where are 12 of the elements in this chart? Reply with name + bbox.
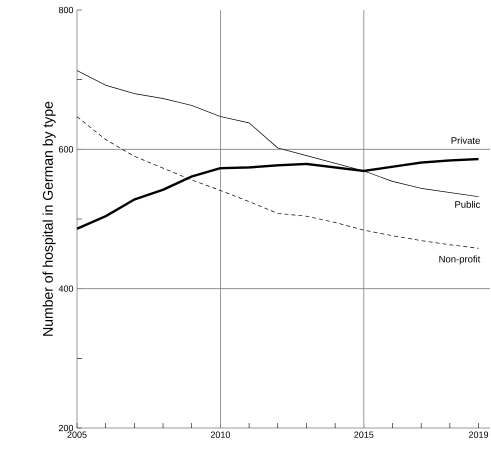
x-tick-label: 2015 <box>354 432 374 438</box>
y-tick-label: 800 <box>58 6 74 14</box>
y-axis-title: Number of hospital in German by type <box>42 102 56 336</box>
y-tick-label: 600 <box>58 146 74 153</box>
series-label: Public <box>455 200 480 208</box>
x-tick-label: 2005 <box>67 432 87 438</box>
series-label: Private <box>452 136 480 144</box>
y-tick-label: 200 <box>58 424 74 432</box>
series-label: Non-profit <box>439 255 480 264</box>
y-tick-label: 400 <box>58 285 74 292</box>
x-tick-label: 2019 <box>468 432 488 438</box>
x-tick-label: 2010 <box>210 432 230 438</box>
